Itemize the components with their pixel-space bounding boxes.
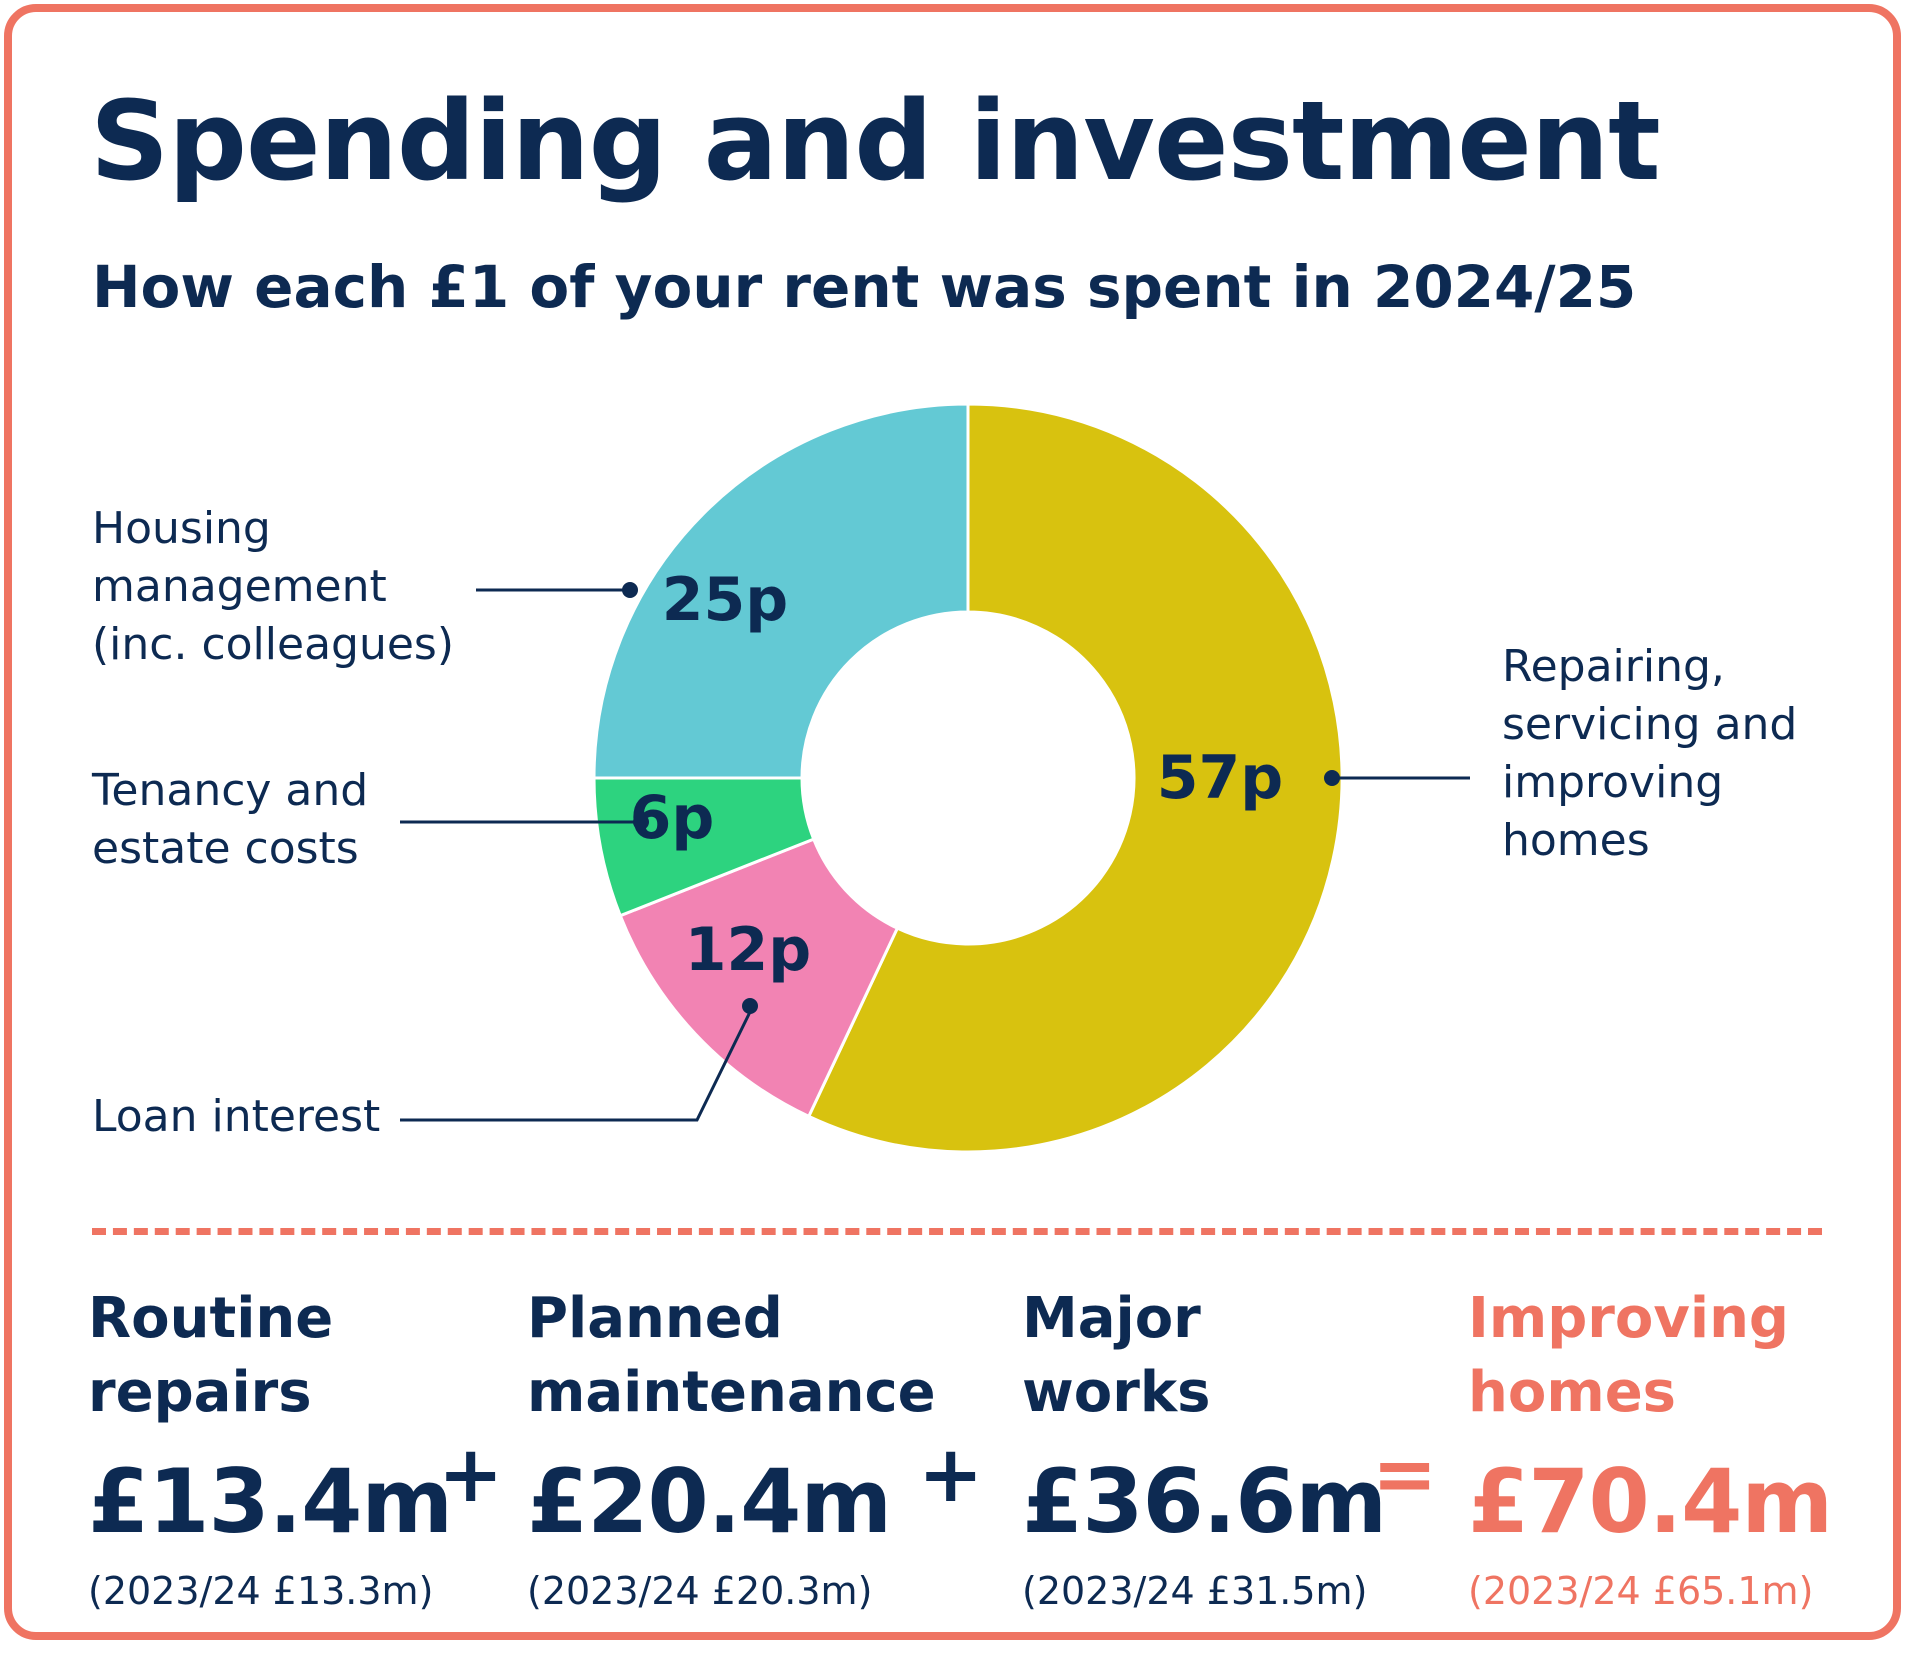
stat-name: Routine repairs <box>88 1286 334 1425</box>
slice-value-label: 12p <box>685 915 811 985</box>
leader-dot <box>622 582 638 598</box>
stat-value: £36.6m <box>1022 1450 1387 1553</box>
leader-dot <box>633 814 649 830</box>
stat-previous: (2023/24 £13.3m) <box>88 1569 434 1613</box>
leader-line <box>400 1011 752 1122</box>
slice-value-label: 57p <box>1157 743 1283 813</box>
label-tenancy-estate: Tenancy and estate costs <box>92 765 369 874</box>
leader-dot <box>1324 770 1340 786</box>
stat-value: £70.4m <box>1468 1450 1833 1553</box>
dashed-divider <box>92 1228 1822 1235</box>
label-repairing-homes: Repairing, servicing and improving homes <box>1502 641 1798 866</box>
stat-previous: (2023/24 £20.3m) <box>527 1569 873 1613</box>
stat-name: Major works <box>1022 1286 1211 1425</box>
stat-major-works: Major works £36.6m (2023/24 £31.5m) <box>1022 1282 1387 1613</box>
donut-slice-57p <box>806 402 1344 1154</box>
page-subtitle: How each £1 of your rent was spent in 20… <box>92 253 1637 321</box>
label-loan-interest: Loan interest <box>92 1091 381 1142</box>
donut-slice-25p <box>592 402 970 780</box>
equals-sign: = <box>1372 1430 1438 1520</box>
slice-value-label: 6p <box>630 783 715 853</box>
card-frame <box>4 4 1901 1640</box>
stat-name: Planned maintenance <box>527 1286 936 1425</box>
stat-name: Improving homes <box>1468 1286 1790 1425</box>
stat-value: £20.4m <box>527 1450 892 1553</box>
stat-value: £13.4m <box>88 1450 453 1553</box>
stat-routine-repairs: Routine repairs £13.4m (2023/24 £13.3m) <box>88 1282 453 1613</box>
donut-slice-12p <box>618 837 900 1119</box>
plus-sign-1: + <box>438 1430 504 1520</box>
stat-planned-maintenance: Planned maintenance £20.4m (2023/24 £20.… <box>527 1282 936 1610</box>
plus-sign-2: + <box>918 1430 984 1520</box>
stat-previous: (2023/24 £65.1m) <box>1468 1569 1814 1613</box>
page-title: Spending and investment <box>90 77 1661 205</box>
label-housing-management: Housing management (inc. colleagues) <box>92 503 455 670</box>
stat-previous: (2023/24 £31.5m) <box>1022 1569 1368 1613</box>
slice-value-label: 25p <box>662 565 788 635</box>
leader-dot <box>742 998 758 1014</box>
stat-improving-homes: Improving homes £70.4m (2023/24 £65.1m) <box>1468 1282 1833 1613</box>
